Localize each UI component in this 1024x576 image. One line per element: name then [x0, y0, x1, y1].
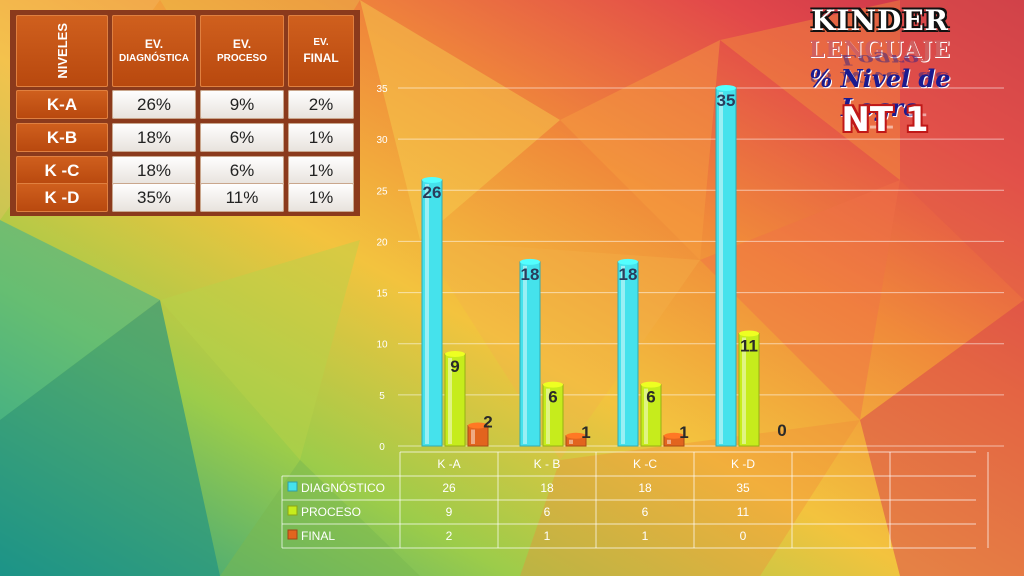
y-tick-label: 10: [376, 340, 388, 351]
header-final-bottom: FINAL: [303, 50, 339, 65]
cell-proceso: 6%: [200, 156, 284, 185]
bar-top: [422, 177, 442, 184]
data-label: 1: [679, 423, 688, 442]
y-tick-label: 25: [376, 186, 388, 197]
table-value: 6: [544, 505, 551, 519]
y-tick-label: 15: [376, 289, 388, 300]
table-value: 18: [638, 481, 652, 495]
bar-top: [664, 432, 684, 439]
table-value: 1: [544, 529, 551, 543]
cell-final: 1%: [288, 123, 354, 152]
x-category-label: K -A: [437, 457, 460, 471]
header-proceso-top: EV.: [232, 37, 252, 52]
title-nt1: NT 1: [841, 100, 929, 140]
y-tick-label: 0: [379, 442, 385, 453]
legend-swatch-proceso: [287, 505, 298, 516]
cell-proceso: 9%: [200, 90, 284, 119]
legend-label: FINAL: [301, 529, 335, 543]
data-label: 26: [423, 183, 442, 202]
row-label: K-A: [16, 90, 108, 119]
y-tick-label: 35: [376, 84, 388, 95]
bar-top: [618, 258, 638, 265]
data-label: 18: [619, 265, 638, 284]
y-tick-label: 30: [376, 135, 388, 146]
x-category-label: K -D: [731, 457, 755, 471]
cell-diagnostica: 18%: [112, 156, 196, 185]
legend-swatch-final: [287, 529, 298, 540]
table-value: 11: [737, 505, 750, 519]
bar-top: [566, 432, 586, 439]
table-value: 35: [736, 481, 750, 495]
y-tick-label: 5: [379, 391, 385, 402]
bar-highlight: [471, 429, 475, 444]
data-label: 11: [740, 336, 758, 355]
data-label: 1: [581, 423, 590, 442]
bar-highlight: [719, 92, 723, 444]
x-category-label: K -C: [633, 457, 657, 471]
bar-highlight: [742, 337, 746, 444]
header-diagnostica: EV. DIAGNÓSTICA: [112, 15, 196, 87]
cell-diagnostica: 26%: [112, 90, 196, 119]
bar-top: [716, 85, 736, 91]
table-value: 2: [446, 529, 453, 543]
legend-swatch-diagnóstico: [287, 481, 298, 492]
bar-highlight: [621, 265, 625, 444]
cell-diagnostica: 35%: [112, 183, 196, 212]
header-final-top: EV.: [313, 37, 329, 49]
cell-final: 1%: [288, 156, 354, 185]
x-category-label: K - B: [534, 457, 561, 471]
row-label: K-B: [16, 123, 108, 152]
legend-label: PROCESO: [301, 505, 361, 519]
bar-top: [445, 350, 465, 357]
bar-highlight: [644, 388, 648, 444]
y-tick-label: 20: [376, 237, 388, 248]
table-value: 6: [642, 505, 649, 519]
cell-final: 1%: [288, 183, 354, 212]
bar-highlight: [546, 388, 550, 444]
table-value: 26: [442, 481, 456, 495]
bar-top: [468, 422, 488, 429]
bar-highlight: [667, 439, 671, 444]
table-value: 18: [540, 481, 554, 495]
header-diagnostica-top: EV.: [144, 37, 164, 52]
levels-table: NIVELES EV. DIAGNÓSTICA EV. PROCESO EV. …: [10, 10, 360, 216]
header-niveles: NIVELES: [16, 15, 108, 87]
bar-highlight: [448, 357, 452, 444]
table-value: 1: [642, 529, 649, 543]
title-lenguaje: LENGUAJE: [809, 37, 951, 63]
legend-label: DIAGNÓSTICO: [301, 480, 385, 495]
data-label: 18: [521, 265, 540, 284]
data-label: 35: [717, 91, 736, 110]
bar-highlight: [523, 265, 527, 444]
table-value: 9: [446, 505, 453, 519]
bar-highlight: [425, 184, 429, 445]
row-label: K -C: [16, 156, 108, 185]
header-final: EV. FINAL: [288, 15, 354, 87]
bar-top: [520, 258, 540, 265]
data-label: 6: [548, 388, 557, 407]
cell-proceso: 6%: [200, 123, 284, 152]
data-label: 2: [483, 413, 492, 432]
header-diagnostica-bottom: DIAGNÓSTICA: [119, 53, 189, 65]
bar-top: [543, 381, 563, 388]
header-proceso: EV. PROCESO: [200, 15, 284, 87]
cell-final: 2%: [288, 90, 354, 119]
table-value: 0: [740, 529, 747, 543]
title-kinder: KINDER: [811, 4, 949, 37]
cell-proceso: 11%: [200, 183, 284, 212]
bar-top: [641, 381, 661, 388]
data-label: 9: [450, 357, 459, 376]
header-proceso-bottom: PROCESO: [216, 53, 267, 65]
bar-highlight: [569, 439, 573, 444]
data-label: 6: [646, 388, 655, 407]
bar-top: [739, 330, 759, 337]
row-label: K -D: [16, 183, 108, 212]
cell-diagnostica: 18%: [112, 123, 196, 152]
data-label: 0: [777, 421, 786, 440]
